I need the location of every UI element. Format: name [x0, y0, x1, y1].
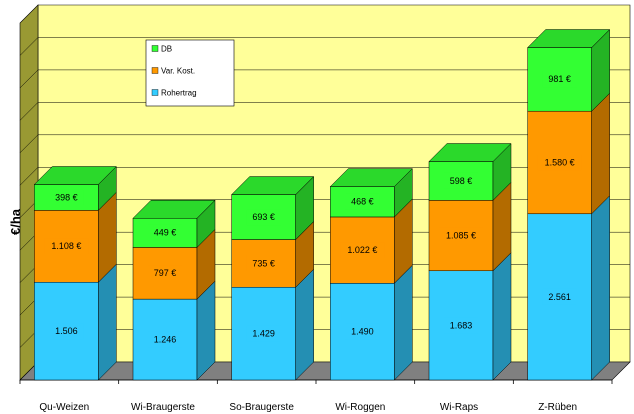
data-label-bg — [246, 255, 281, 272]
data-label-bg — [444, 317, 478, 334]
data-label-bg — [148, 265, 182, 282]
category-label: Wi-Braugerste — [131, 402, 195, 413]
data-label: 797 € — [154, 268, 177, 278]
data-label-bg — [44, 238, 89, 255]
data-label: 1.580 € — [545, 157, 575, 167]
data-label-bg — [537, 154, 582, 171]
legend-swatch — [151, 45, 159, 52]
bar-top — [329, 168, 413, 187]
data-label-bg — [345, 193, 380, 210]
data-label: 398 € — [55, 192, 78, 202]
category-label: Z-Rüben — [538, 402, 577, 413]
y-axis-label: €/ha — [8, 208, 23, 235]
bar-top — [428, 143, 512, 162]
category-labels: Qu-Weizen Wi-Braugerste So-Braugerste Wi-Ro… — [39, 402, 577, 413]
data-label-bg — [438, 227, 484, 244]
data-label-bg — [542, 71, 577, 88]
data-label-bg — [444, 172, 478, 189]
bar-stack — [428, 142, 512, 381]
bar-side — [492, 252, 512, 381]
data-label-bg — [246, 209, 281, 226]
bar-segment-var-kost- — [132, 247, 198, 300]
data-label-bg — [345, 323, 380, 340]
legend-entry: DB — [161, 45, 172, 54]
data-label-bg — [148, 331, 182, 348]
legend-swatch — [151, 67, 159, 74]
legend-swatch — [151, 89, 159, 96]
gridline-side — [19, 37, 39, 56]
legend-entry: Var. Kost. — [161, 67, 195, 76]
bar-stack — [231, 175, 315, 381]
gridline-side — [19, 102, 39, 121]
data-label: 1.490 — [351, 327, 374, 337]
legend-box — [145, 39, 235, 107]
data-label: 1.429 — [252, 328, 275, 338]
data-label: 693 € — [252, 212, 275, 222]
category-label: Wi-Raps — [440, 402, 478, 413]
bar-stack — [329, 167, 413, 381]
bar-side — [295, 268, 314, 381]
data-label: 2.561 — [548, 292, 571, 302]
data-labels: 1.506 1.108 € 398 € 1.246 797 € 449 € 1.429 735… — [44, 71, 582, 348]
data-label: 735 € — [252, 258, 275, 268]
data-label: 981 € — [548, 74, 571, 84]
data-label-bg — [542, 288, 577, 305]
bar-side — [591, 195, 610, 381]
bar-top — [132, 199, 216, 219]
data-label-bg — [49, 189, 84, 206]
bar-stack — [33, 165, 117, 381]
data-label: 468 € — [351, 197, 374, 207]
data-label: 1.085 € — [446, 230, 476, 240]
data-label-bg — [340, 242, 385, 259]
bar-side — [394, 264, 413, 381]
bar-top — [231, 176, 315, 195]
legend: DB Var. Kost. Rohertrag — [145, 39, 235, 107]
category-label: Qu-Weizen — [39, 402, 89, 413]
data-label-bg — [148, 224, 182, 241]
gridline-side — [19, 69, 39, 89]
data-label: 1.108 € — [51, 241, 81, 251]
gridline-side — [19, 167, 39, 186]
data-label: 598 € — [450, 176, 473, 186]
legend-entry: Rohertrag — [161, 89, 197, 98]
data-label-bg — [49, 323, 84, 340]
data-label: 1.246 — [154, 334, 177, 344]
gridline-side — [19, 134, 39, 153]
data-label: 449 € — [154, 228, 177, 238]
bar-top — [33, 166, 117, 185]
data-label: 1.683 — [450, 320, 473, 330]
category-label: So-Braugerste — [229, 402, 294, 413]
data-label: 1.506 — [55, 326, 78, 336]
category-label: Wi-Roggen — [335, 402, 385, 413]
data-label: 1.022 € — [347, 245, 377, 255]
bar-side — [591, 92, 610, 215]
bar-side — [98, 263, 117, 381]
bar-top — [527, 29, 611, 48]
data-label-bg — [246, 325, 281, 342]
